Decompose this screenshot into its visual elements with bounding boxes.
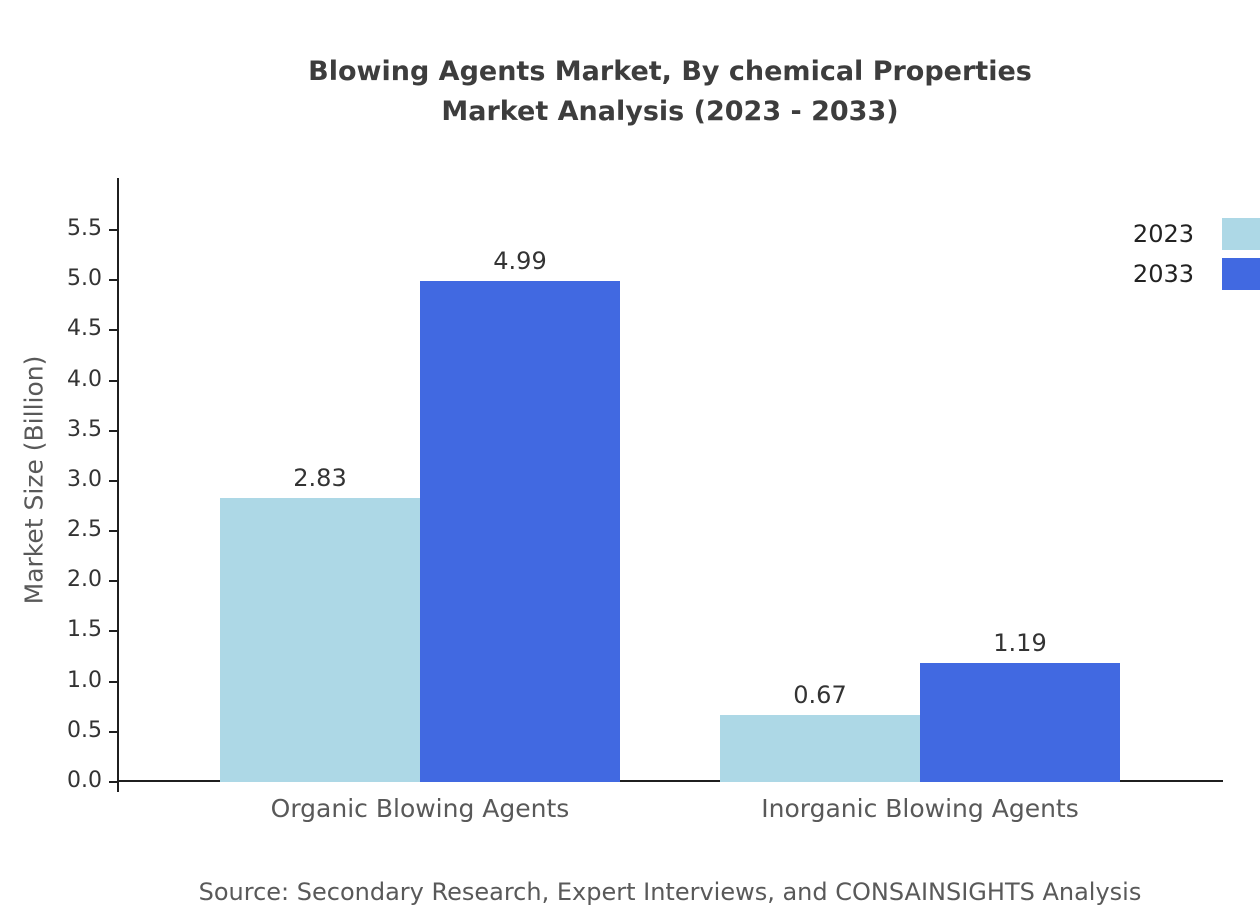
y-tick-label: 0.5 [67,717,102,743]
x-axis-line [117,780,1223,782]
y-tick-label: 3.0 [67,466,102,492]
y-tick-label: 4.0 [67,366,102,392]
y-tick [109,530,118,533]
legend-swatch-2033 [1222,258,1260,290]
x-category-label: Organic Blowing Agents [270,794,570,823]
y-tick-label: 1.0 [67,667,102,693]
y-tick-label: 5.0 [67,266,102,292]
y-tick-label: 2.0 [67,567,102,593]
chart-title: Blowing Agents Market, By chemical Prope… [118,52,1222,132]
bar-value-label: 2.83 [293,463,347,492]
legend-label: 2023 [1132,220,1194,248]
bar-2023-organic-blowing-agents [220,497,420,782]
bar-value-label: 4.99 [493,247,547,276]
y-tick [109,781,118,783]
y-tick [109,479,118,482]
y-tick [109,680,118,683]
x-category-label: Inorganic Blowing Agents [761,794,1079,823]
y-tick [109,580,118,583]
y-tick [109,429,118,432]
y-tick [109,730,118,733]
legend: 2023 2033 [1133,218,1260,298]
source-note: Source: Secondary Research, Expert Inter… [198,878,1142,906]
y-tick [109,630,118,633]
bar-2023-inorganic-blowing-agents [720,714,920,782]
y-axis-line [117,178,119,792]
legend-item-2033: 2033 [1133,258,1260,290]
legend-swatch-2023 [1222,218,1260,250]
y-tick [109,229,118,231]
y-tick [109,379,118,382]
bar-value-label: 0.67 [793,680,847,709]
legend-item-2023: 2023 [1133,218,1260,250]
bar-value-label: 1.19 [993,628,1047,657]
y-tick-label: 5.5 [67,216,102,241]
y-tick-label: 2.5 [67,517,102,543]
bar-2033-organic-blowing-agents [420,281,620,782]
chart-title-line2: Market Analysis (2023 - 2033) [441,96,899,127]
y-tick-label: 0.0 [67,768,102,793]
y-tick-label: 1.5 [67,617,102,643]
bar-2033-inorganic-blowing-agents [920,662,1120,782]
y-tick-label: 4.5 [67,316,102,342]
chart-title-line1: Blowing Agents Market, By chemical Prope… [308,56,1032,87]
y-tick-label: 3.5 [67,416,102,442]
y-tick [109,279,118,282]
y-tick [109,329,118,332]
legend-label: 2033 [1132,260,1194,288]
